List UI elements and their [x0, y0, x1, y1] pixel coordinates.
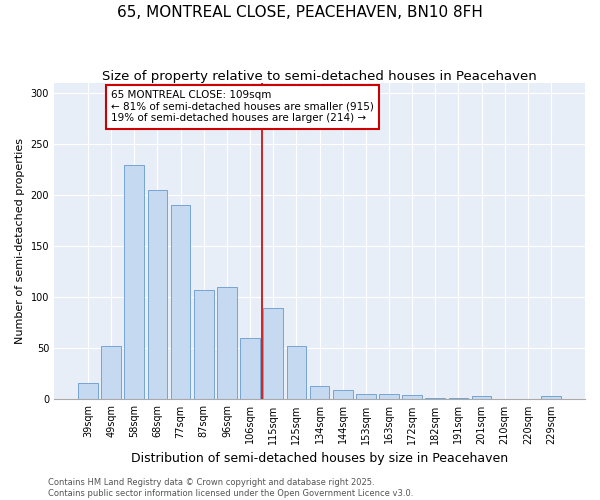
Bar — [287, 346, 306, 400]
Bar — [124, 164, 144, 400]
Bar — [101, 346, 121, 400]
Bar — [240, 338, 260, 400]
Bar — [379, 394, 399, 400]
Bar — [472, 396, 491, 400]
Bar — [333, 390, 353, 400]
Text: 65, MONTREAL CLOSE, PEACEHAVEN, BN10 8FH: 65, MONTREAL CLOSE, PEACEHAVEN, BN10 8FH — [117, 5, 483, 20]
Text: Contains HM Land Registry data © Crown copyright and database right 2025.
Contai: Contains HM Land Registry data © Crown c… — [48, 478, 413, 498]
Bar — [78, 383, 98, 400]
Text: 65 MONTREAL CLOSE: 109sqm
← 81% of semi-detached houses are smaller (915)
19% of: 65 MONTREAL CLOSE: 109sqm ← 81% of semi-… — [111, 90, 374, 124]
Bar — [217, 287, 237, 400]
Bar — [310, 386, 329, 400]
Bar — [356, 394, 376, 400]
Bar — [402, 396, 422, 400]
Title: Size of property relative to semi-detached houses in Peacehaven: Size of property relative to semi-detach… — [102, 70, 537, 83]
Bar — [425, 398, 445, 400]
X-axis label: Distribution of semi-detached houses by size in Peacehaven: Distribution of semi-detached houses by … — [131, 452, 508, 465]
Bar — [449, 398, 468, 400]
Bar — [148, 190, 167, 400]
Y-axis label: Number of semi-detached properties: Number of semi-detached properties — [15, 138, 25, 344]
Bar — [171, 206, 190, 400]
Bar — [263, 308, 283, 400]
Bar — [194, 290, 214, 400]
Bar — [541, 396, 561, 400]
